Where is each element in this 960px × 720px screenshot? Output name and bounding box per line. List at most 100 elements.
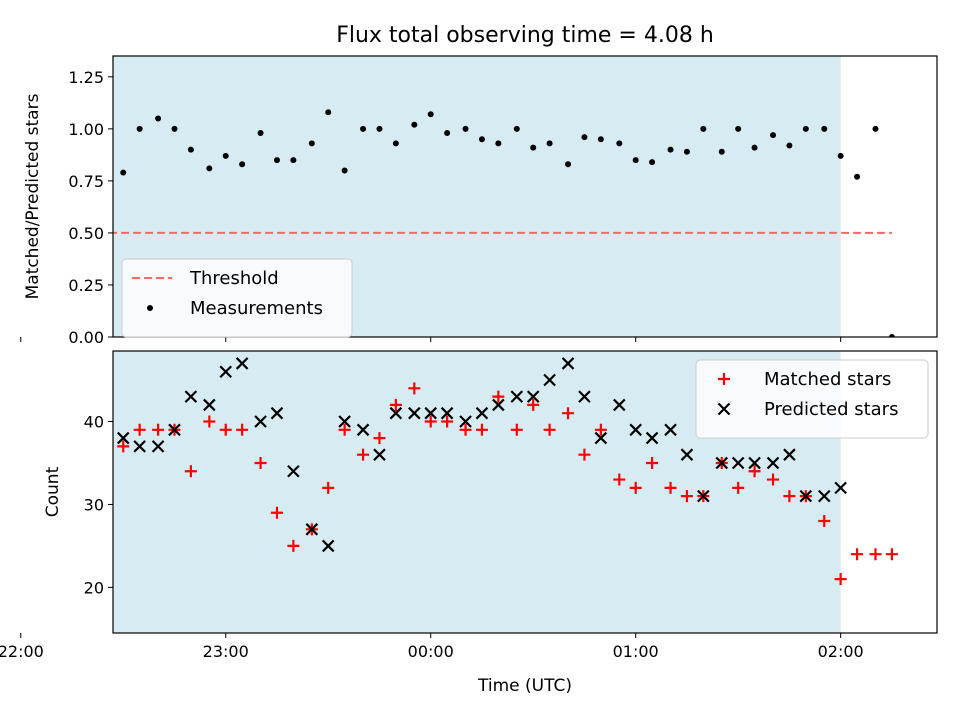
- measurement-point: [257, 130, 264, 137]
- x-tick-label: 22:00: [0, 642, 44, 661]
- legend-box: [695, 359, 929, 439]
- measurement-point: [444, 130, 451, 137]
- matched-star-point: [133, 423, 146, 436]
- predicted-star-point: [664, 423, 677, 437]
- predicted-star-point: [510, 390, 524, 403]
- legend-label: Matched stars: [764, 369, 891, 390]
- matched-star-point: [389, 398, 402, 411]
- chart-title: Flux total observing time = 4.08 h: [336, 23, 714, 48]
- predicted-star-point: [594, 431, 608, 445]
- measurement-point: [513, 125, 520, 132]
- matched-star-point: [783, 490, 796, 503]
- measurement-point: [360, 125, 367, 132]
- measurement-point: [718, 148, 725, 155]
- top-plot-area: [34, 70, 895, 337]
- x-tick-label: 01:00: [613, 642, 659, 661]
- measurement-point: [802, 125, 809, 132]
- matched-star-point: [664, 481, 677, 494]
- top-y-axis-label: Matched/Predicted stars: [23, 93, 43, 299]
- matched-star-point: [543, 423, 556, 436]
- predicted-star-point: [133, 440, 146, 453]
- matched-star-point: [492, 390, 505, 403]
- predicted-star-point: [389, 406, 403, 420]
- predicted-star-point: [219, 365, 233, 379]
- x-tick-label: 00:00: [408, 642, 454, 661]
- measurement-point: [341, 167, 348, 174]
- measurement-point: [616, 140, 623, 147]
- matched-star-point: [31, 523, 43, 535]
- matched-star-point: [357, 448, 370, 461]
- matched-star-point: [373, 432, 386, 445]
- legend-label: Measurements: [190, 298, 323, 319]
- predicted-star-point: [799, 489, 813, 503]
- measurement-point: [411, 121, 418, 128]
- legend-marker-matched: [718, 373, 730, 385]
- x-tick-label: 02:00: [818, 642, 864, 661]
- measurement-point: [683, 148, 690, 155]
- matched-star-point: [287, 539, 300, 552]
- matched-star-point: [270, 506, 283, 519]
- measurement-point: [206, 165, 213, 172]
- matched-star-point: [219, 423, 232, 436]
- measurement-point: [34, 70, 40, 76]
- predicted-star-point: [459, 415, 472, 428]
- top-y-tick-label: 0.25: [68, 276, 104, 295]
- matched-star-point: [851, 548, 864, 561]
- predicted-star-point: [356, 423, 370, 437]
- predicted-star-point: [32, 598, 43, 609]
- predicted-star-point: [645, 431, 659, 445]
- predicted-star-point: [116, 431, 130, 445]
- matched-star-point: [613, 473, 626, 486]
- top-legend: Threshold Measurements: [121, 258, 353, 338]
- predicted-star-point: [305, 523, 319, 536]
- matched-star-point: [254, 456, 267, 469]
- predicted-star-point: [184, 390, 198, 403]
- matched-star-point: [767, 473, 780, 486]
- measurement-point: [751, 144, 758, 151]
- predicted-star-point: [613, 398, 626, 412]
- measurement-point: [735, 125, 742, 132]
- measurement-point: [392, 140, 399, 147]
- measurement-point: [649, 159, 656, 166]
- measurement-point: [495, 140, 502, 147]
- measurement-point: [821, 125, 828, 132]
- predicted-star-point: [235, 357, 249, 370]
- measurement-point: [187, 146, 194, 153]
- matched-star-point: [15, 557, 27, 569]
- measurement-point: [770, 132, 777, 139]
- matched-star-point: [459, 423, 472, 436]
- matched-star-point: [236, 423, 249, 436]
- matched-star-point: [338, 423, 351, 436]
- measurement-point: [462, 125, 469, 132]
- top-panel: 0.00 0.25 0.50 0.75 1.00 1.25 Matched/Predicte…: [20, 55, 938, 347]
- bottom-plot-area: [15, 357, 898, 609]
- top-y-tick-label: 0.50: [68, 224, 104, 243]
- measurement-point: [376, 125, 383, 132]
- predicted-star-point: [424, 406, 437, 420]
- bottom-panel: 20 30 40 22:00 23:00 00:00 01:00 02:00 Count Matc…: [0, 350, 938, 661]
- matched-star-point: [732, 481, 745, 494]
- measurement-point: [104, 120, 110, 126]
- matched-star-point: [475, 423, 488, 436]
- matched-star-point: [424, 415, 437, 428]
- measurement-point: [120, 169, 127, 176]
- predicted-star-point: [543, 373, 556, 387]
- x-axis-label: Time (UTC): [477, 676, 572, 696]
- matched-star-point: [562, 407, 575, 420]
- top-y-tick-label: 1.00: [68, 120, 104, 139]
- predicted-star-point: [492, 398, 505, 412]
- predicted-star-point: [67, 507, 78, 518]
- measurement-point: [632, 157, 639, 164]
- matched-star-point: [510, 423, 523, 436]
- matched-star-point: [578, 448, 591, 461]
- measurement-point: [872, 125, 879, 132]
- predicted-star-point: [697, 489, 710, 503]
- measurement-point: [290, 157, 297, 164]
- predicted-star-point: [834, 481, 847, 495]
- predicted-star-point: [321, 539, 335, 553]
- matched-star-point: [408, 382, 421, 395]
- measurement-point: [53, 109, 59, 115]
- predicted-star-point: [715, 456, 729, 470]
- predicted-star-point: [766, 456, 780, 470]
- measurement-point: [854, 173, 861, 180]
